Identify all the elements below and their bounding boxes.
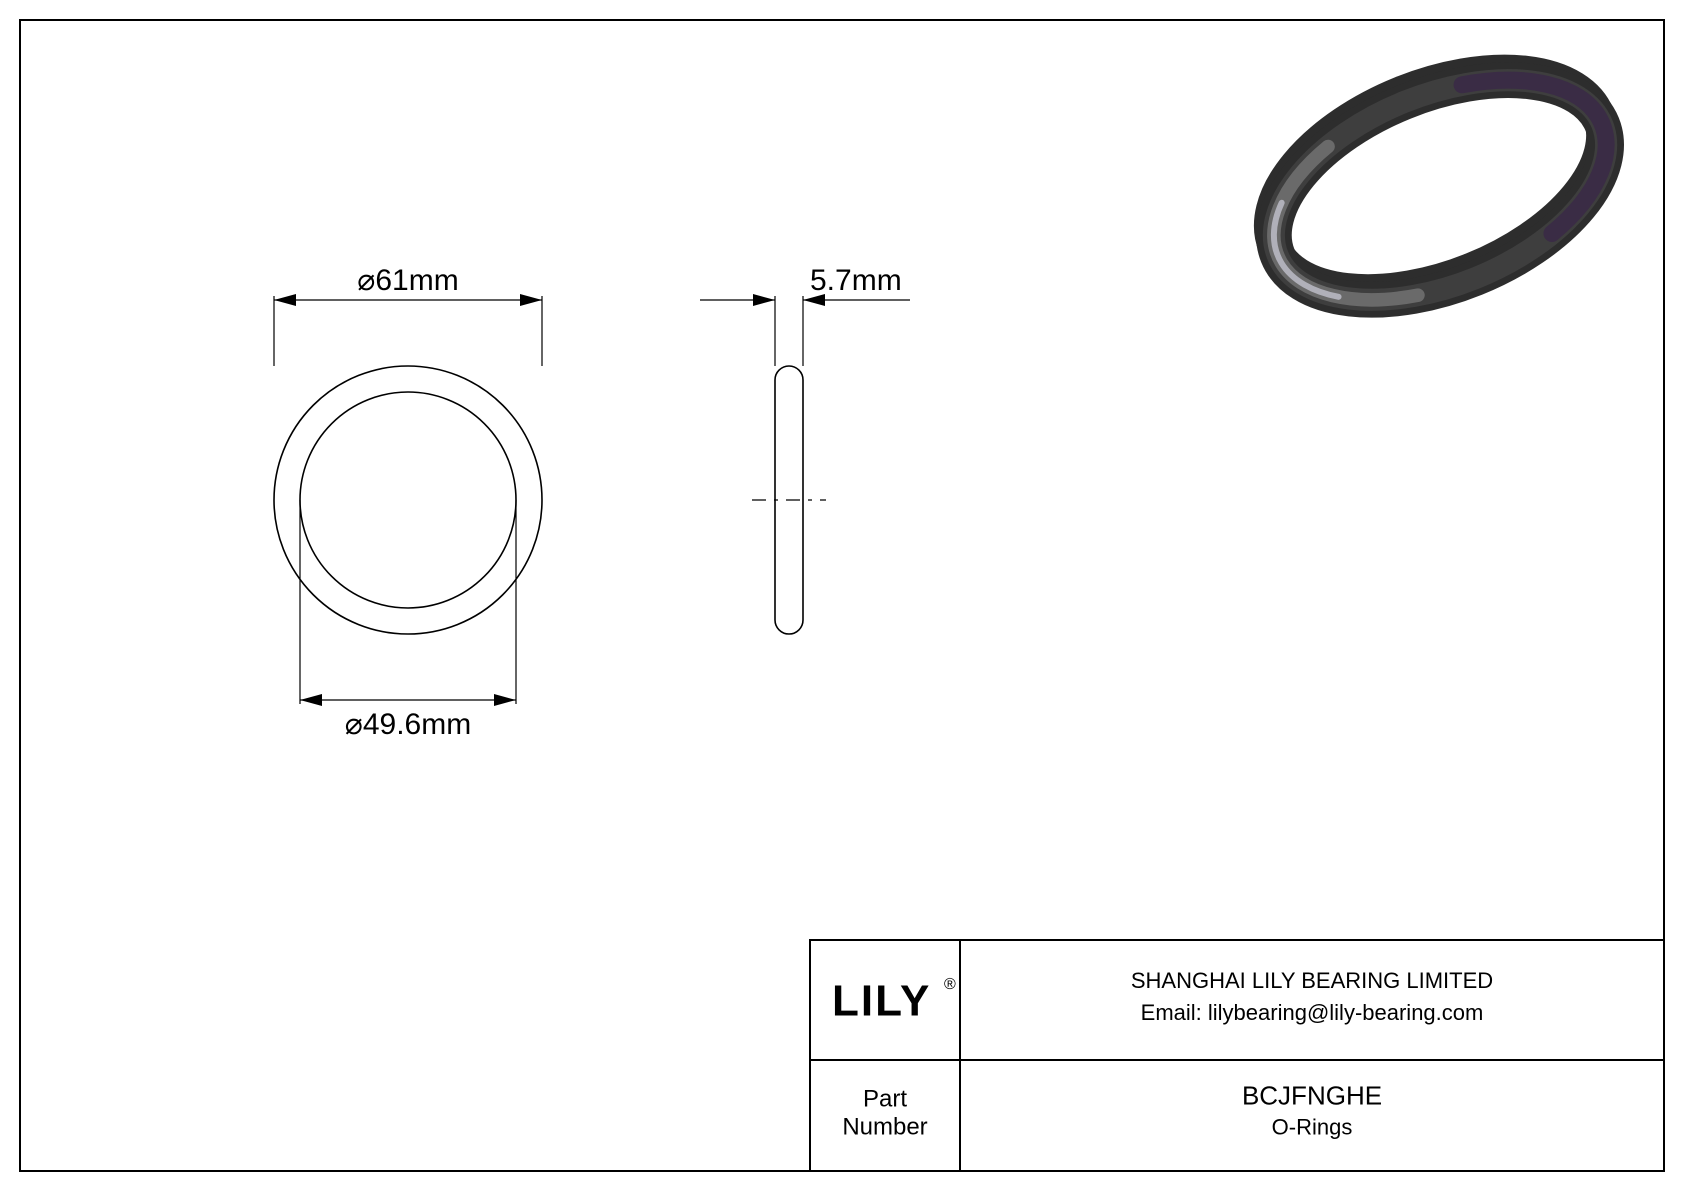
dimension-label: ⌀61mm [357,264,458,297]
oring-outer-circle [274,366,542,634]
side-view: 5.7mm [700,264,910,634]
arrowhead [274,294,296,306]
company-email: Email: lilybearing@lily-bearing.com [1141,1000,1484,1025]
part-number-label: Part [863,1086,907,1113]
arrowhead [753,294,775,306]
dimension-label: 5.7mm [810,264,902,297]
company-name: SHANGHAI LILY BEARING LIMITED [1131,968,1493,993]
drawing-sheet: ⌀61mm ⌀49.6mm 5.7mm [0,0,1684,1191]
dimension-label: ⌀49.6mm [345,708,471,741]
part-description: O-Rings [1272,1114,1353,1139]
dimension-outer-diameter: ⌀61mm [274,264,542,366]
title-block: LILY ® SHANGHAI LILY BEARING LIMITED Ema… [810,940,1664,1171]
arrowhead [520,294,542,306]
company-logo-text: LILY [832,976,931,1025]
part-number-value: BCJFNGHE [1242,1080,1382,1110]
front-view: ⌀61mm ⌀49.6mm [274,264,542,741]
arrowhead [494,694,516,706]
registered-mark: ® [944,976,956,993]
part-number-label: Number [842,1114,927,1141]
arrowhead [300,694,322,706]
oring-3d-render [1238,27,1638,344]
drawing-svg: ⌀61mm ⌀49.6mm 5.7mm [0,0,1684,1191]
dimension-inner-diameter: ⌀49.6mm [300,500,516,741]
dimension-cross-section: 5.7mm [700,264,910,366]
oring-inner-circle [300,392,516,608]
